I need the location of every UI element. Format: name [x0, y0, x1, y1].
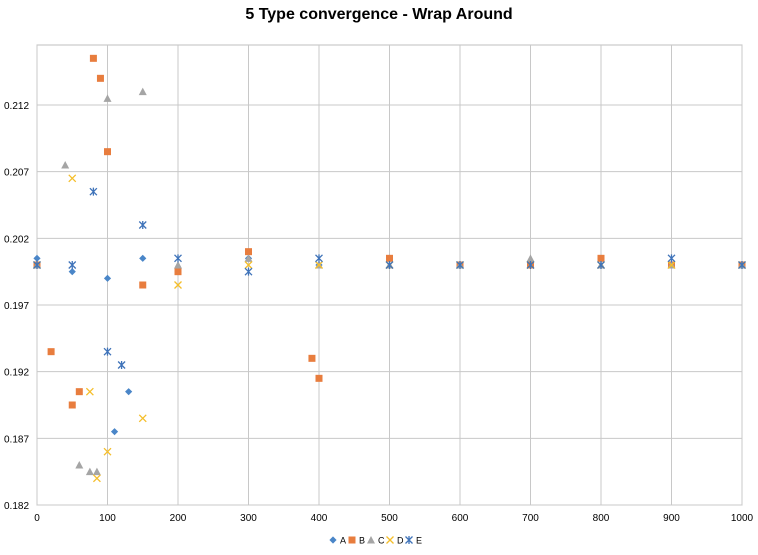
data-point — [89, 187, 98, 196]
data-point — [68, 268, 76, 276]
data-point — [103, 447, 112, 456]
legend-label: C — [378, 536, 385, 546]
legend-marker — [367, 536, 375, 544]
data-point — [244, 261, 253, 269]
legend-item-D: D — [386, 536, 404, 546]
data-point — [597, 254, 605, 262]
y-tick-label: 0.197 — [4, 301, 29, 312]
data-point — [117, 361, 126, 369]
x-tick-label: 500 — [381, 513, 398, 524]
x-tick-label: 200 — [170, 513, 187, 524]
data-point — [96, 74, 104, 82]
legend-label: B — [359, 536, 365, 546]
data-point — [85, 387, 94, 396]
data-point — [245, 248, 252, 256]
data-point — [92, 467, 101, 476]
data-point — [315, 261, 323, 269]
data-point — [315, 254, 323, 263]
legend-marker — [405, 536, 413, 544]
data-point — [68, 401, 76, 409]
data-point — [526, 254, 535, 262]
data-point — [597, 261, 605, 269]
chart-title: 5 Type convergence - Wrap Around — [245, 6, 513, 23]
data-point — [174, 254, 182, 263]
legend-label: E — [416, 536, 422, 546]
y-tick-label: 0.187 — [4, 434, 29, 445]
legend: A B C D E — [329, 536, 422, 546]
data-point — [738, 261, 746, 269]
data-point — [75, 461, 84, 469]
y-tick-label: 0.192 — [4, 368, 29, 379]
x-tick-label: 400 — [311, 513, 328, 524]
data-point — [103, 274, 112, 282]
y-tick-label: 0.212 — [4, 101, 29, 112]
legend-item-E: E — [405, 536, 422, 546]
data-point — [138, 221, 147, 229]
legend-marker — [386, 536, 394, 544]
data-point — [244, 254, 253, 262]
data-point — [315, 374, 323, 382]
data-point — [33, 254, 41, 262]
data-point — [68, 261, 77, 269]
data-point — [138, 87, 147, 96]
y-tick-label: 0.202 — [4, 234, 29, 245]
data-point — [386, 254, 393, 262]
data-point — [92, 474, 101, 483]
data-point — [139, 281, 147, 289]
data-point — [526, 261, 535, 269]
legend-label: A — [340, 536, 346, 546]
legend-item-B: B — [348, 536, 365, 546]
grid-layer — [36, 44, 743, 506]
data-point — [139, 254, 147, 262]
data-point — [47, 348, 55, 356]
x-tick-label: 600 — [452, 513, 469, 524]
data-point — [103, 94, 112, 102]
data-point — [174, 268, 182, 276]
data-point — [174, 281, 182, 289]
x-tick-label: 0 — [34, 513, 40, 524]
data-point — [68, 174, 77, 183]
legend-marker — [348, 536, 356, 544]
legend-item-C: C — [367, 536, 385, 546]
data-point — [174, 261, 182, 269]
x-tick-label: 900 — [663, 513, 680, 524]
data-point — [89, 54, 97, 62]
x-tick-label: 800 — [593, 513, 610, 524]
data-point — [244, 267, 253, 276]
data-point — [308, 354, 316, 362]
data-point — [456, 261, 464, 269]
y-tick-label: 0.182 — [4, 501, 29, 512]
points-layer — [33, 54, 746, 483]
x-tick-label: 300 — [240, 513, 257, 524]
series-E — [33, 187, 746, 369]
data-point — [385, 261, 394, 269]
data-point — [110, 428, 119, 436]
legend-item-A: A — [329, 536, 346, 546]
axis-layer: 0 100 200 300 400 500 600 700 800 900 1000 0.182 0.1… — [4, 101, 754, 524]
x-tick-label: 1000 — [731, 513, 754, 524]
data-point — [138, 414, 147, 423]
data-point — [667, 261, 676, 269]
data-point — [125, 388, 133, 396]
data-point — [104, 148, 111, 156]
x-tick-label: 100 — [99, 513, 116, 524]
data-point — [103, 347, 112, 356]
legend-marker — [329, 536, 337, 544]
data-point — [667, 254, 676, 263]
data-point — [75, 388, 83, 396]
data-point — [61, 161, 70, 169]
data-point — [33, 261, 41, 269]
x-tick-label: 700 — [522, 513, 539, 524]
y-tick-label: 0.207 — [4, 168, 29, 179]
data-point — [85, 467, 94, 476]
legend-label: D — [397, 536, 404, 546]
